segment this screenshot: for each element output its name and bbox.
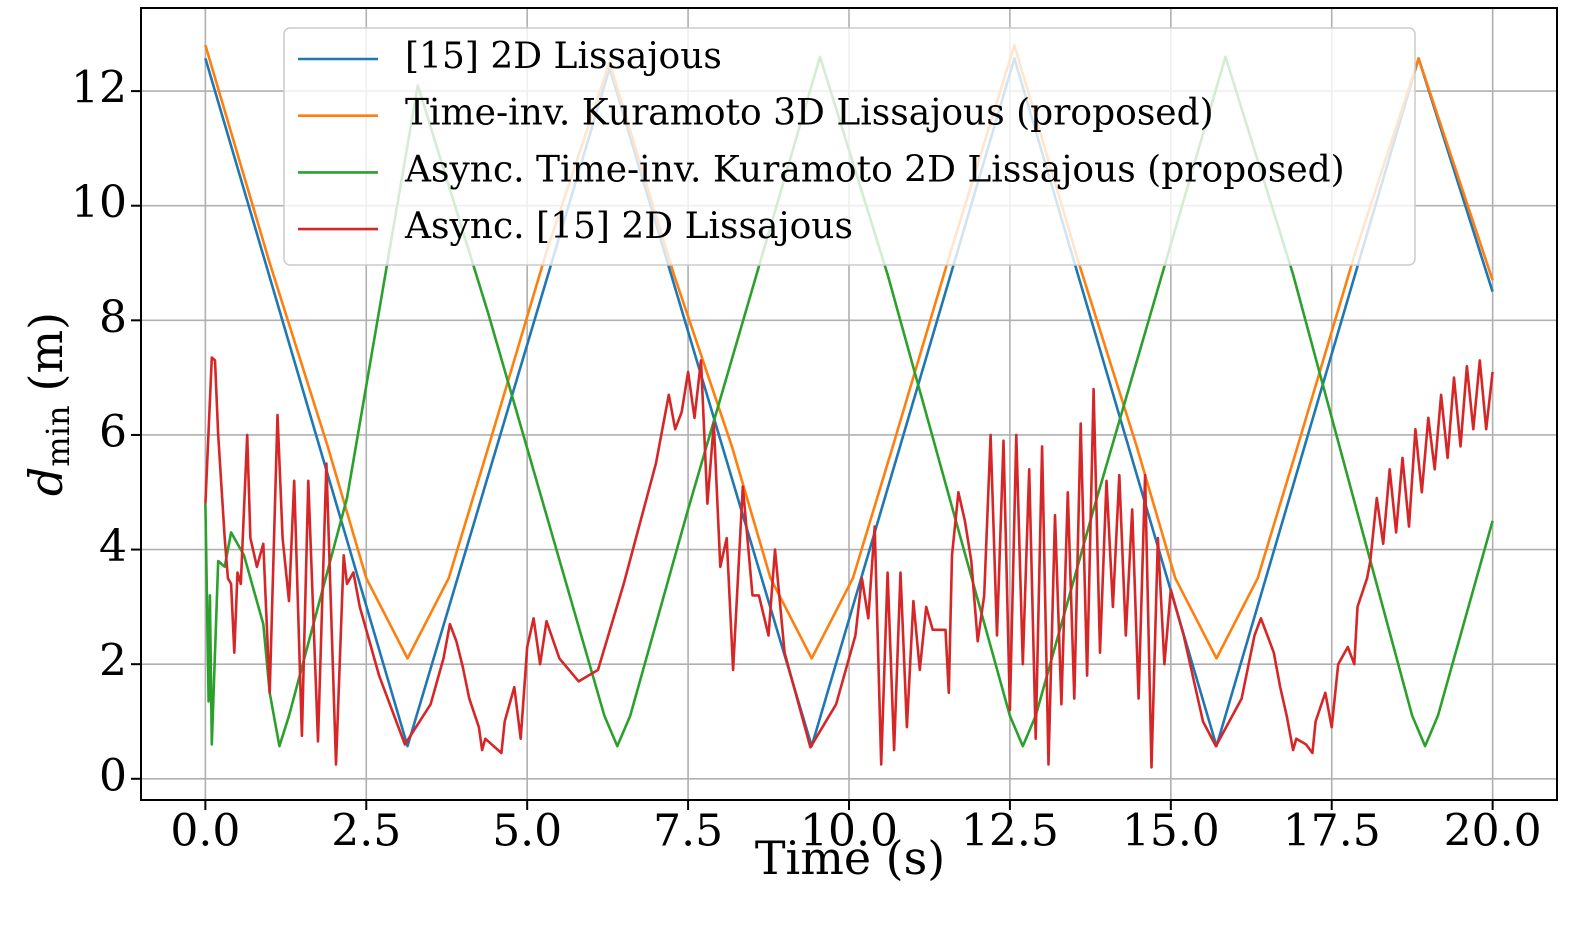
y-tick-label: 8 (99, 292, 127, 343)
x-tick-label: 17.5 (1283, 806, 1381, 857)
y-tick-label: 0 (99, 750, 127, 801)
y-axis-label: dmin (m) (19, 312, 77, 496)
y-tick-label: 10 (71, 177, 127, 228)
legend: [15] 2D Lissajous Time-inv. Kuramoto 3D L… (283, 27, 1416, 266)
x-tick-label: 2.5 (331, 806, 401, 857)
x-axis-label: Time (s) (755, 831, 945, 885)
series-line (204, 44, 1494, 660)
x-tick-label: 7.5 (653, 806, 723, 857)
x-tick-label: 12.5 (961, 806, 1059, 857)
y-label-unit: (m) (19, 312, 73, 392)
y-tick-label: 6 (99, 406, 127, 457)
x-tick-label: 5.0 (492, 806, 562, 857)
legend-label: Async. Time-inv. Kuramoto 2D Lissajous (… (404, 149, 1345, 190)
legend-label: Time-inv. Kuramoto 3D Lissajous (propose… (405, 93, 1214, 134)
x-tick-label: 20.0 (1444, 806, 1542, 857)
legend-label: [15] 2D Lissajous (405, 36, 722, 77)
y-tick-label: 2 (99, 636, 127, 687)
x-tick-label: 15.0 (1122, 806, 1220, 857)
legend-box (283, 27, 1416, 266)
x-tick-label: 10.0 (800, 806, 898, 857)
y-label-subscript: min (39, 405, 77, 466)
y-tick-label: 4 (99, 521, 127, 572)
y-tick-label: 12 (71, 63, 127, 114)
x-tick-label: 0.0 (170, 806, 240, 857)
legend-label: Async. [15] 2D Lissajous (404, 206, 853, 247)
series-line (204, 356, 1494, 769)
ticks: 0.0 2.5 5.0 7.5 10.0 12.5 15.0 17.5 20.0 0 2 4 6 8 10 1… (71, 63, 1542, 857)
y-label-symbol: d (19, 467, 73, 496)
